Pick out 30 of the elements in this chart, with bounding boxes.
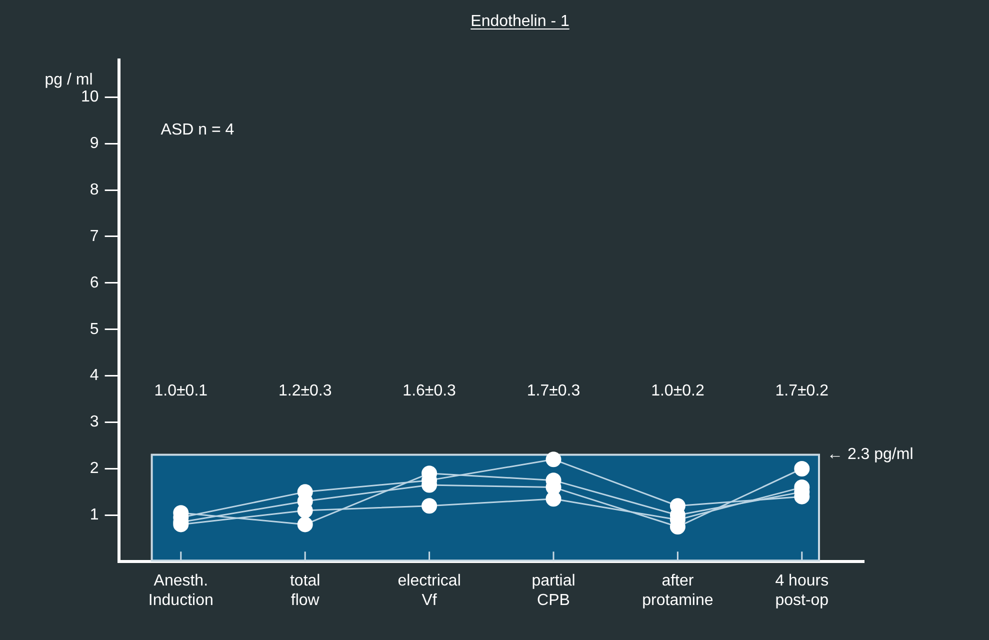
annotation: 1.0±0.1 bbox=[154, 382, 208, 400]
point bbox=[297, 516, 313, 532]
y-tick-label: 10 bbox=[81, 88, 99, 106]
x-tick-label: partial CPB bbox=[532, 572, 576, 609]
y-tick-label: 5 bbox=[90, 320, 99, 338]
annotation: 1.6±0.3 bbox=[402, 382, 456, 400]
annotation: 1.7±0.3 bbox=[526, 382, 580, 400]
y-tick-label: 1 bbox=[90, 506, 99, 524]
y-tick-label: 2 bbox=[90, 460, 99, 478]
point bbox=[546, 452, 562, 468]
y-tick-label: 8 bbox=[90, 181, 99, 198]
point bbox=[422, 498, 438, 514]
y-axis-title: pg / ml bbox=[44, 71, 93, 88]
y-tick-label: 3 bbox=[90, 414, 99, 431]
annotation: ASD n = 4 bbox=[160, 121, 234, 138]
y-tick-label: 4 bbox=[90, 367, 99, 384]
chart-title: Endothelin - 1 bbox=[470, 13, 570, 30]
point bbox=[794, 460, 810, 476]
x-tick-label: electrical Vf bbox=[398, 572, 461, 609]
x-tick-label: after protamine bbox=[642, 572, 714, 609]
y-tick-label: 6 bbox=[90, 274, 99, 292]
y-tick-label: 9 bbox=[90, 135, 99, 152]
y-tick-label: 7 bbox=[90, 228, 99, 245]
x-tick-label: total flow bbox=[290, 572, 320, 609]
x-tick-label: Anesth. Induction bbox=[148, 572, 214, 609]
annotation: 1.7±0.2 bbox=[775, 382, 829, 400]
x-tick-label: 4 hours post-op bbox=[775, 572, 829, 609]
annotation: 1.2±0.3 bbox=[278, 382, 332, 400]
band-label: ← 2.3 pg/ml bbox=[827, 446, 914, 464]
annotation: 1.0±0.2 bbox=[651, 382, 704, 400]
